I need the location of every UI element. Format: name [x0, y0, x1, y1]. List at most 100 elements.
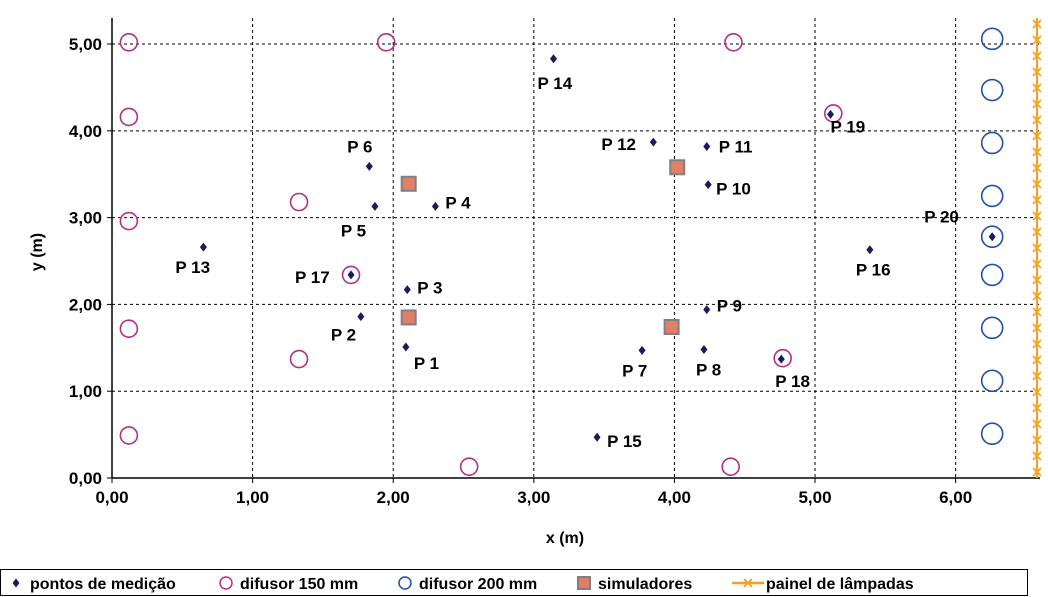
legend-circle-200-icon — [398, 576, 412, 590]
diffuser-150-circle — [376, 33, 396, 52]
point-label: P 8 — [696, 361, 721, 380]
y-tick-label: 2,00 — [69, 295, 102, 314]
chart-marks — [119, 27, 1004, 477]
y-tick-label: 5,00 — [69, 35, 102, 54]
lamp-marker — [1032, 211, 1042, 221]
measurement-point — [593, 432, 601, 442]
lamp-marker — [1032, 339, 1042, 349]
grid-lines — [112, 18, 1040, 478]
measurement-point — [649, 137, 657, 147]
simulator-square — [400, 309, 417, 326]
lamp-marker — [1032, 83, 1042, 93]
point-label: P 19 — [830, 117, 865, 136]
simulator-square — [669, 159, 686, 176]
lamp-marker — [1032, 259, 1042, 269]
diffuser-200-circle — [980, 316, 1004, 340]
lamp-marker — [1032, 51, 1042, 61]
point-label: P 20 — [924, 208, 959, 227]
lamp-marker — [1032, 227, 1042, 237]
measurement-point — [703, 141, 711, 151]
lamp-marker — [1032, 451, 1042, 461]
measurement-point — [826, 109, 834, 119]
point-label: P 4 — [445, 193, 471, 212]
x-tick-label: 1,00 — [236, 488, 269, 507]
y-tick-label: 1,00 — [69, 382, 102, 401]
x-tick-label: 6,00 — [939, 488, 972, 507]
diffuser-150-circle — [721, 457, 740, 477]
measurement-point — [403, 285, 411, 295]
measurement-point — [347, 270, 355, 280]
point-label: P 11 — [719, 137, 753, 156]
point-label: P 12 — [601, 135, 636, 154]
diffuser-150-circle — [824, 104, 843, 123]
x-tick-label: 4,00 — [658, 488, 691, 507]
point-label: P 1 — [414, 354, 439, 373]
point-label: P 13 — [175, 258, 210, 277]
diffuser-200-circle — [980, 369, 1004, 393]
diffuser-150-circle — [119, 211, 139, 231]
lamp-marker — [1032, 307, 1042, 317]
lamp-marker — [1032, 371, 1042, 381]
measurement-point — [365, 161, 373, 171]
legend-box — [0, 569, 1028, 596]
point-label: P 14 — [538, 74, 573, 93]
point-label: P 5 — [341, 221, 366, 240]
diffuser-150-circle — [289, 349, 309, 369]
x-tick-label: 5,00 — [798, 488, 831, 507]
measurement-point — [866, 245, 874, 255]
legend-label: simuladores — [598, 576, 692, 593]
lamp-marker — [1032, 35, 1042, 45]
diffuser-200-circle — [980, 225, 1004, 249]
legend-square-icon — [577, 576, 591, 590]
point-label: P 18 — [775, 372, 810, 391]
diffuser-150-circle — [459, 457, 479, 477]
diffuser-150-circle — [773, 348, 792, 368]
point-label: P 16 — [856, 261, 891, 280]
measurement-point — [402, 342, 410, 352]
lamp-marker — [1032, 115, 1042, 125]
lamp-marker — [1032, 467, 1042, 477]
lamp-marker — [1032, 275, 1042, 285]
diffuser-150-circle — [341, 265, 361, 285]
point-label: P 15 — [607, 432, 642, 451]
lamp-marker — [1032, 435, 1042, 445]
measurement-point — [431, 201, 439, 211]
lamp-panel-series — [1032, 18, 1042, 478]
measurement-point — [638, 345, 646, 355]
measurement-point — [357, 312, 365, 322]
diffuser-200-circle — [980, 263, 1004, 287]
measurement-point — [700, 345, 708, 355]
lamp-marker — [1032, 131, 1042, 141]
lamp-marker — [1032, 387, 1042, 397]
legend-label: painel de lâmpadas — [766, 576, 914, 593]
measurement-point — [199, 242, 207, 252]
measurement-point — [988, 232, 996, 242]
lamp-marker — [1032, 243, 1042, 253]
diffuser-150-circle — [119, 319, 139, 339]
lamp-marker — [1032, 355, 1042, 365]
simulator-square — [663, 318, 680, 335]
y-tick-label: 0,00 — [69, 469, 102, 488]
lamp-marker — [1032, 291, 1042, 301]
tick-labels: 0,00 1,00 2,00 3,00 4,00 5,00 6,00 0,00 1,00 2,00… — [69, 35, 972, 507]
measurement-point — [704, 180, 712, 190]
diffuser-150-circle — [119, 426, 139, 445]
diffuser-150-circle — [119, 107, 139, 127]
diffuser-150-circle — [289, 192, 309, 212]
simulator-square — [400, 175, 417, 192]
lamp-marker — [1032, 147, 1042, 157]
point-label: P 2 — [331, 326, 356, 345]
diffuser-150-circle — [724, 33, 743, 52]
point-label: P 6 — [347, 137, 372, 156]
point-label: P 9 — [717, 297, 742, 316]
x-tick-label: 2,00 — [377, 488, 410, 507]
x-axis-label: x (m) — [546, 530, 584, 547]
diffuser-200-circle — [980, 184, 1004, 208]
lamp-marker — [1032, 67, 1042, 77]
legend-lamp-x-icon — [743, 578, 753, 588]
lamp-marker — [1032, 195, 1042, 205]
y-tick-label: 4,00 — [69, 122, 102, 141]
lamp-marker — [1032, 403, 1042, 413]
x-tick-label: 0,00 — [95, 488, 128, 507]
